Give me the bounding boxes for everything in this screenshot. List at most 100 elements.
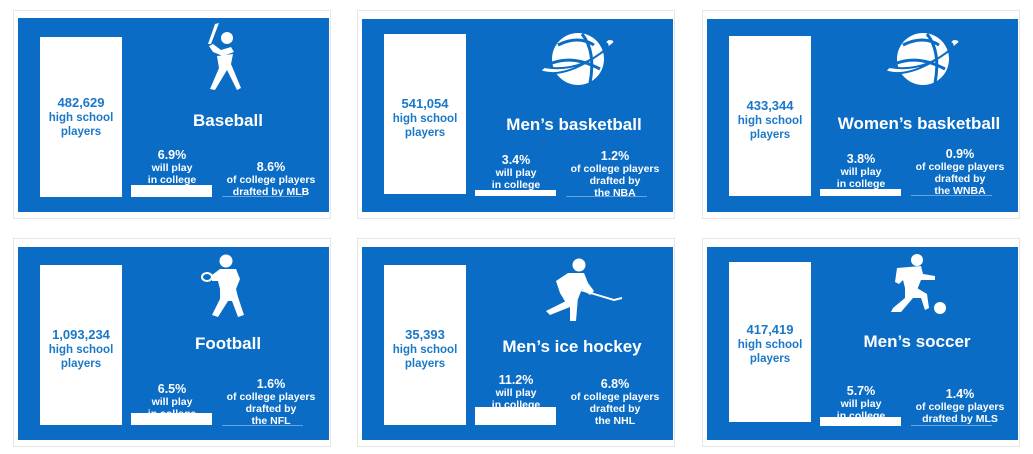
college-pct: 11.2%	[498, 373, 534, 387]
high-school-count: 417,419	[746, 322, 794, 337]
sport-title: Baseball	[193, 111, 263, 130]
sport-title: Men’s ice hockey	[502, 337, 642, 356]
draft-line1: of college players	[226, 391, 316, 403]
high-school-count: 1,093,234	[52, 327, 110, 342]
basketball-icon	[883, 29, 963, 87]
high-school-count: 433,344	[746, 98, 794, 113]
high-school-bar: 417,419 high school players	[729, 262, 811, 422]
card-mens-basketball: 541,054 high school players Men’s basket…	[357, 10, 675, 219]
college-pct-label: 11.2% will play in college	[470, 373, 562, 411]
college-pct: 6.5%	[157, 382, 187, 396]
card-panel: 541,054 high school players Men’s basket…	[362, 19, 673, 212]
hs-label-line1: high school	[737, 115, 803, 127]
hs-label-line2: players	[404, 358, 446, 370]
card-panel: 433,344 high school players Women’s bask…	[707, 19, 1018, 212]
hs-label-line2: players	[749, 353, 791, 365]
high-school-bar: 433,344 high school players	[729, 36, 811, 196]
high-school-label: 1,093,234 high school players	[40, 327, 122, 371]
draft-pct-label: 6.8% of college players drafted by the N…	[560, 377, 670, 427]
sport-title: Football	[194, 334, 262, 353]
high-school-label: 35,393 high school players	[384, 327, 466, 371]
draft-pct: 1.4%	[945, 387, 975, 401]
draft-pct: 6.8%	[600, 377, 630, 391]
draft-pct: 1.6%	[256, 377, 286, 391]
draft-pct: 1.2%	[600, 149, 630, 163]
college-bar	[475, 407, 556, 425]
college-bar	[131, 185, 212, 197]
sport-title: Women’s basketball	[837, 114, 1001, 133]
draft-pct-label: 8.6% of college players drafted by MLB	[216, 160, 326, 198]
draft-line3: the WNBA	[934, 185, 986, 197]
sport-title: Men’s soccer	[863, 332, 971, 351]
high-school-bar: 35,393 high school players	[384, 265, 466, 425]
high-school-bar: 1,093,234 high school players	[40, 265, 122, 425]
hs-label-line1: high school	[392, 113, 458, 125]
college-pct: 3.4%	[501, 153, 531, 167]
high-school-label: 541,054 high school players	[384, 96, 466, 140]
draft-pct-label: 0.9% of college players drafted by the W…	[905, 147, 1015, 197]
draft-line1: of college players	[915, 161, 1005, 173]
hs-label-line1: high school	[737, 339, 803, 351]
draft-pct-label: 1.4% of college players drafted by MLS	[905, 387, 1015, 425]
college-line1: will play	[495, 167, 537, 179]
draft-line2: drafted by	[245, 403, 297, 415]
college-line2: in college	[836, 178, 886, 190]
draft-line1: of college players	[570, 391, 660, 403]
high-school-label: 482,629 high school players	[40, 95, 122, 139]
college-bar	[475, 190, 556, 196]
high-school-count: 35,393	[405, 327, 445, 342]
college-bar	[131, 413, 212, 425]
draft-bar	[911, 195, 992, 196]
card-panel: 1,093,234 high school players Football 6…	[18, 247, 329, 440]
high-school-label: 417,419 high school players	[729, 322, 811, 366]
college-line1: will play	[840, 398, 882, 410]
card-womens-basketball: 433,344 high school players Women’s bask…	[702, 10, 1020, 219]
draft-line3: the NFL	[251, 415, 291, 427]
draft-line2: drafted by	[934, 173, 986, 185]
draft-pct: 0.9%	[945, 147, 975, 161]
card-panel: 417,419 high school players Men’s soccer…	[707, 247, 1018, 440]
card-panel: 482,629 high school players Baseball 6.9…	[18, 18, 329, 212]
hs-label-line1: high school	[392, 344, 458, 356]
high-school-count: 541,054	[401, 96, 449, 111]
hs-label-line1: high school	[48, 344, 114, 356]
college-line2: in college	[491, 179, 541, 191]
card-mens-ice-hockey: 35,393 high school players Men’s ice hoc…	[357, 238, 675, 447]
football-quarterback-icon	[198, 253, 252, 319]
college-line2: in college	[147, 174, 197, 186]
hs-label-line2: players	[749, 129, 791, 141]
draft-line2: drafted by MLS	[922, 413, 998, 425]
draft-line1: of college players	[570, 163, 660, 175]
baseball-batter-icon	[201, 22, 245, 92]
draft-bar	[911, 425, 992, 426]
college-pct: 5.7%	[846, 384, 876, 398]
draft-pct-label: 1.2% of college players drafted by the N…	[560, 149, 670, 199]
draft-pct-label: 1.6% of college players drafted by the N…	[216, 377, 326, 427]
college-pct-label: 3.4% will play in college	[470, 153, 562, 191]
hs-label-line2: players	[404, 127, 446, 139]
college-bar	[820, 189, 901, 196]
draft-line3: the NBA	[594, 187, 636, 199]
college-pct: 3.8%	[846, 152, 876, 166]
college-line1: will play	[840, 166, 882, 178]
college-line1: will play	[495, 387, 537, 399]
soccer-player-icon	[887, 254, 947, 316]
draft-pct: 8.6%	[256, 160, 286, 174]
hs-label-line1: high school	[48, 112, 114, 124]
college-line1: will play	[151, 396, 193, 408]
high-school-bar: 482,629 high school players	[40, 37, 122, 197]
high-school-bar: 541,054 high school players	[384, 34, 466, 194]
high-school-label: 433,344 high school players	[729, 98, 811, 142]
college-pct-label: 3.8% will play in college	[815, 152, 907, 190]
college-line1: will play	[151, 162, 193, 174]
hs-label-line2: players	[60, 126, 102, 138]
draft-bar	[566, 196, 647, 197]
ice-hockey-player-icon	[534, 257, 624, 321]
draft-line1: of college players	[915, 401, 1005, 413]
basketball-icon	[538, 29, 618, 87]
hs-label-line2: players	[60, 358, 102, 370]
card-panel: 35,393 high school players Men’s ice hoc…	[362, 247, 673, 440]
draft-bar	[222, 196, 303, 197]
draft-bar	[222, 425, 303, 426]
card-mens-soccer: 417,419 high school players Men’s soccer…	[702, 238, 1020, 447]
